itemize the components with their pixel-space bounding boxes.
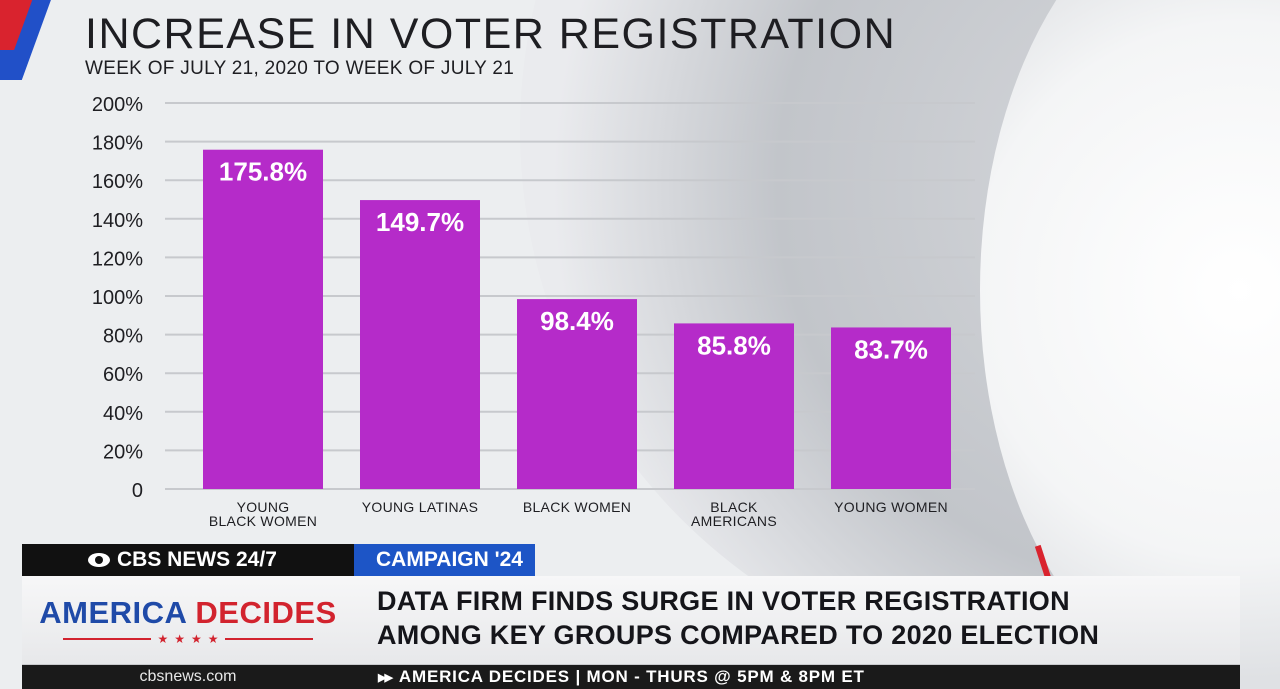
y-tick-label: 180%	[92, 133, 143, 155]
x-category-label: BLACK WOMEN	[523, 499, 631, 515]
data-label: 98.4%	[540, 306, 614, 336]
crawl: ▶▶ AMERICA DECIDES | MON - THURS @ 5PM &…	[354, 667, 865, 687]
show-name-word-2: DECIDES	[195, 595, 337, 630]
chart-title: INCREASE IN VOTER REGISTRATION	[85, 10, 897, 58]
crawl-text: AMERICA DECIDES | MON - THURS @ 5PM & 8P…	[398, 667, 865, 686]
y-tick-label: 80%	[103, 326, 143, 348]
logo-rule-right	[224, 638, 313, 640]
logo-stars: ★ ★ ★ ★	[63, 632, 313, 646]
data-label: 149.7%	[376, 207, 464, 237]
bar	[360, 200, 480, 490]
headline-line-2: AMONG KEY GROUPS COMPARED TO 2020 ELECTI…	[377, 620, 1100, 650]
chart-subtitle: WEEK OF JULY 21, 2020 TO WEEK OF JULY 21	[85, 58, 515, 79]
fast-forward-icon: ▶▶	[378, 671, 393, 684]
headline: DATA FIRM FINDS SURGE IN VOTER REGISTRAT…	[377, 584, 1227, 652]
show-name-word-1: AMERICA	[39, 595, 187, 630]
bars	[203, 149, 951, 490]
star-icon: ★	[174, 632, 185, 646]
data-label: 83.7%	[854, 334, 928, 364]
headline-line-1: DATA FIRM FINDS SURGE IN VOTER REGISTRAT…	[377, 586, 1070, 616]
y-tick-label: 0	[132, 480, 143, 502]
logo-rule-left	[63, 638, 152, 640]
y-tick-label: 120%	[92, 248, 143, 270]
data-labels: 175.8% 149.7% 98.4% 85.8% 83.7%	[219, 157, 928, 365]
star-icon: ★	[157, 632, 169, 646]
bar	[831, 327, 951, 489]
crawl-bar: cbsnews.com ▶▶ AMERICA DECIDES | MON - T…	[22, 665, 1240, 689]
star-icon: ★	[207, 632, 219, 646]
x-category-label: AMERICANS	[691, 513, 777, 529]
y-tick-label: 100%	[92, 287, 143, 309]
x-category-label: YOUNG	[237, 499, 290, 515]
x-category-label: YOUNG LATINAS	[362, 499, 478, 515]
star-icon: ★	[191, 632, 202, 646]
y-tick-label: 40%	[103, 403, 143, 425]
cbs-eye-icon	[88, 553, 110, 567]
data-label: 85.8%	[697, 330, 771, 360]
x-category-label: YOUNG WOMEN	[834, 499, 948, 515]
ticker-top-bar: CBS NEWS 24/7 CAMPAIGN '24	[22, 544, 535, 576]
bar	[203, 149, 323, 489]
y-axis-ticks: 0 20% 40% 60% 80% 100% 120% 140% 160% 180% 200%	[92, 94, 143, 502]
site-url: cbsnews.com	[139, 668, 237, 685]
segment-label: CAMPAIGN '24	[354, 544, 535, 576]
lower-third: AMERICA DECIDES ★ ★ ★ ★ DATA FIRM FINDS …	[22, 576, 1240, 665]
x-category-label: BLACK WOMEN	[209, 513, 317, 529]
y-tick-label: 140%	[92, 210, 143, 232]
network-label: CBS NEWS 24/7	[22, 544, 354, 576]
show-logo: AMERICA DECIDES ★ ★ ★ ★	[22, 576, 354, 664]
y-tick-label: 20%	[103, 441, 143, 463]
y-tick-label: 160%	[92, 171, 143, 193]
y-tick-label: 200%	[92, 94, 143, 116]
y-tick-label: 60%	[103, 364, 143, 386]
show-name: AMERICA DECIDES	[39, 595, 336, 631]
bar	[517, 299, 637, 489]
bar	[674, 323, 794, 489]
data-label: 175.8%	[219, 157, 307, 187]
x-category-label: BLACK	[710, 499, 758, 515]
network-name: CBS NEWS 24/7	[117, 548, 277, 571]
